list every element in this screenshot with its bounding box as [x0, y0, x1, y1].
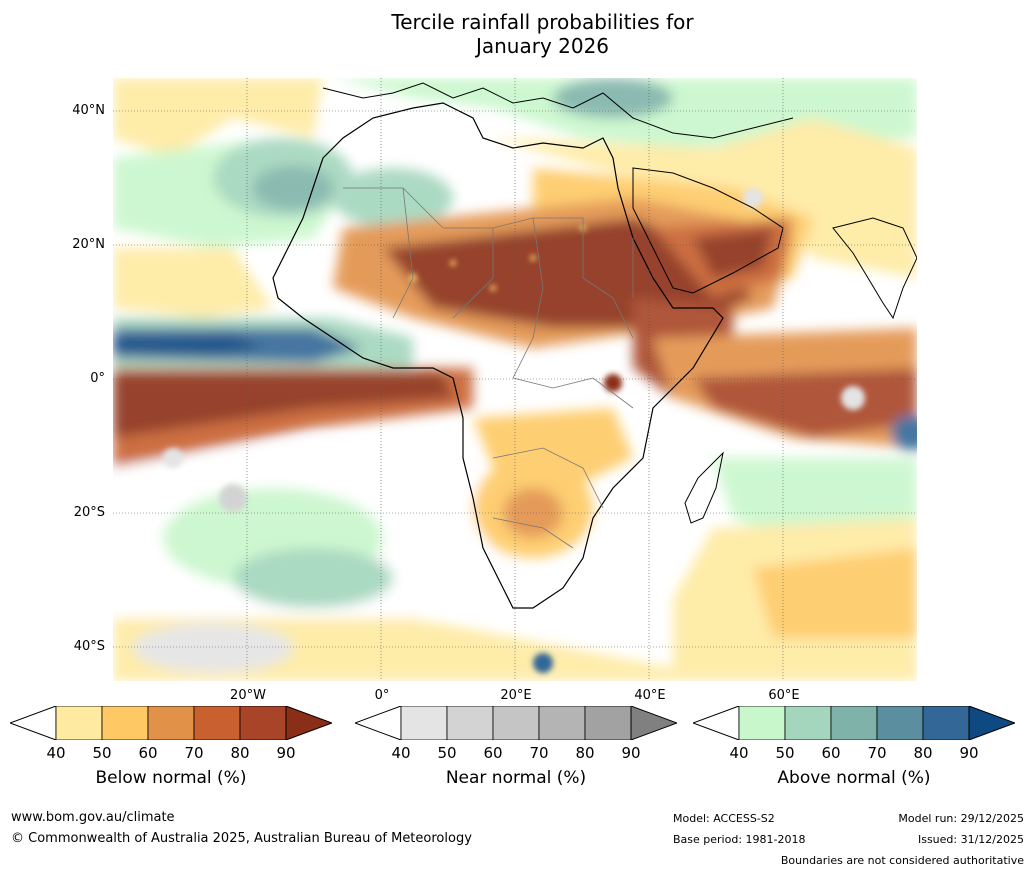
below-swatch-2 — [101, 706, 149, 740]
colorbar-above-segments — [693, 706, 1015, 740]
below-tick-40: 40 — [46, 744, 66, 762]
near-tick-90: 90 — [621, 744, 641, 762]
above-tick-80: 80 — [913, 744, 933, 762]
lat-label-20n: 20°N — [72, 237, 105, 252]
map-svg — [113, 78, 917, 681]
europe-coastline — [322, 82, 794, 139]
model-text: Model: ACCESS-S2 — [673, 812, 775, 825]
lon-label-0: 0° — [374, 688, 390, 703]
title-line-2: January 2026 — [475, 34, 610, 58]
graticule — [113, 78, 917, 681]
below-tick-60: 60 — [138, 744, 158, 762]
arabia-coastline — [632, 167, 784, 294]
above-tick-50: 50 — [775, 744, 795, 762]
colorbar-near-normal — [355, 706, 677, 740]
near-tick-80: 80 — [575, 744, 595, 762]
above-swatch-5 — [922, 706, 970, 740]
below-tick-90: 90 — [276, 744, 296, 762]
above-extend-high — [968, 706, 1015, 740]
near-swatch-4 — [538, 706, 586, 740]
speckle-layer — [163, 188, 865, 673]
near-swatch-3 — [492, 706, 540, 740]
near-tick-60: 60 — [483, 744, 503, 762]
colorbar-near-segments — [355, 706, 677, 740]
below-swatch-3 — [147, 706, 195, 740]
above-tick-70: 70 — [867, 744, 887, 762]
model-run-text: Model run: 29/12/2025 — [898, 812, 1024, 825]
map-title: Tercile rainfall probabilities for Janua… — [0, 10, 1035, 58]
above-swatch-4 — [876, 706, 924, 740]
disclaimer-text: Boundaries are not considered authoritat… — [780, 854, 1024, 867]
base-period-text: Base period: 1981-2018 — [673, 833, 806, 846]
colorbar-below-normal — [10, 706, 332, 740]
madagascar-coastline — [684, 451, 724, 524]
above-swatch-2 — [784, 706, 832, 740]
lon-label-60e: 60°E — [768, 688, 800, 703]
title-line-1: Tercile rainfall probabilities for — [391, 10, 694, 34]
below-tick-80: 80 — [230, 744, 250, 762]
near-extend-high — [630, 706, 677, 740]
country-borders — [343, 187, 634, 549]
africa-coastline — [272, 102, 724, 609]
above-tick-90: 90 — [959, 744, 979, 762]
rainfall-probability-map — [113, 78, 917, 681]
copyright-text: © Commonwealth of Australia 2025, Austra… — [11, 831, 472, 846]
near-swatch-2 — [446, 706, 494, 740]
near-tick-70: 70 — [529, 744, 549, 762]
lat-label-equator: 0° — [90, 371, 105, 386]
lat-label-40s: 40°S — [73, 639, 105, 654]
issued-text: Issued: 31/12/2025 — [917, 833, 1024, 846]
below-swatch-1 — [55, 706, 103, 740]
near-extend-low — [355, 706, 402, 740]
website-link[interactable]: www.bom.gov.au/climate — [11, 810, 175, 825]
above-swatch-3 — [830, 706, 878, 740]
lat-label-20s: 20°S — [73, 505, 105, 520]
above-tick-60: 60 — [821, 744, 841, 762]
lat-label-40n: 40°N — [72, 103, 105, 118]
near-swatch-5 — [584, 706, 632, 740]
above-normal-label: Above normal (%) — [777, 768, 931, 788]
below-tick-70: 70 — [184, 744, 204, 762]
below-extend-low — [10, 706, 57, 740]
below-extend-high — [285, 706, 332, 740]
below-swatch-4 — [193, 706, 241, 740]
colorbar-below-segments — [10, 706, 332, 740]
below-swatch-5 — [239, 706, 287, 740]
india-coastline — [832, 217, 917, 320]
lon-label-20e: 20°E — [500, 688, 532, 703]
near-tick-50: 50 — [437, 744, 457, 762]
above-swatch-1 — [738, 706, 786, 740]
above-extend-low — [693, 706, 740, 740]
above-tick-40: 40 — [729, 744, 749, 762]
near-swatch-1 — [400, 706, 448, 740]
lon-label-20w: 20°W — [230, 688, 266, 703]
colorbar-above-normal — [693, 706, 1015, 740]
near-normal-label: Near normal (%) — [445, 768, 587, 788]
near-tick-40: 40 — [391, 744, 411, 762]
below-tick-50: 50 — [92, 744, 112, 762]
below-normal-label: Below normal (%) — [95, 768, 247, 788]
lon-label-40e: 40°E — [634, 688, 666, 703]
